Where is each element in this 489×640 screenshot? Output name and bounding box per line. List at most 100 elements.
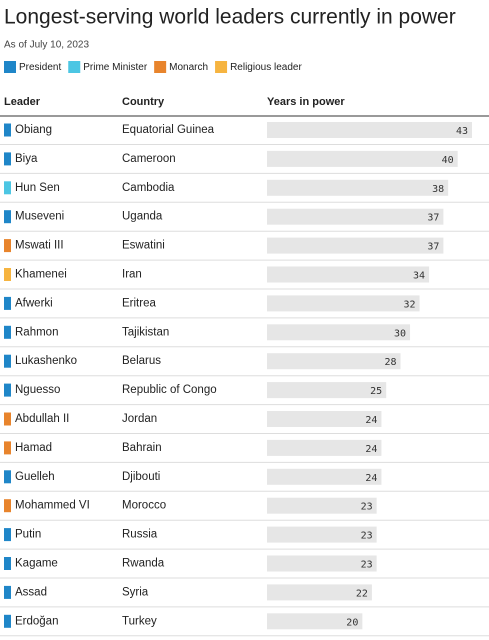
bar: [267, 295, 420, 312]
leader-name: Mohammed VI: [15, 500, 90, 512]
value-label: 24: [365, 473, 377, 484]
bar: [267, 497, 377, 514]
value-label: 20: [346, 617, 358, 628]
legend-swatch: [4, 61, 16, 73]
value-label: 23: [361, 560, 373, 571]
country-name: Belarus: [122, 355, 161, 367]
legend-label: Prime Minister: [83, 62, 148, 73]
role-marker: [4, 181, 11, 195]
leader-name: Nguesso: [15, 384, 60, 396]
leader-name: Afwerki: [15, 297, 53, 309]
bar: [267, 266, 430, 283]
role-marker: [4, 152, 11, 166]
chart-subtitle: As of July 10, 2023: [4, 40, 89, 51]
country-name: Turkey: [122, 615, 157, 627]
country-name: Jordan: [122, 413, 157, 425]
country-name: Equatorial Guinea: [122, 124, 215, 136]
value-label: 30: [394, 328, 406, 339]
role-marker: [4, 268, 11, 281]
value-label: 23: [361, 502, 373, 513]
bar: [267, 468, 382, 485]
value-label: 25: [370, 386, 382, 397]
country-name: Iran: [122, 269, 142, 281]
role-marker: [4, 412, 11, 426]
bar: [267, 122, 472, 138]
leader-name: Abdullah II: [15, 413, 69, 425]
bar: [267, 411, 382, 427]
leader-name: Putin: [15, 529, 41, 541]
bar: [267, 353, 401, 370]
country-name: Republic of Congo: [122, 384, 217, 396]
country-name: Russia: [122, 529, 158, 541]
leader-name: Khamenei: [15, 269, 67, 281]
country-name: Morocco: [122, 500, 166, 512]
value-label: 28: [384, 357, 396, 368]
column-header: Years in power: [267, 96, 345, 108]
leader-name: Assad: [15, 586, 47, 598]
chart-title: Longest-serving world leaders currently …: [4, 6, 456, 29]
role-marker: [4, 210, 11, 224]
leader-name: Hamad: [15, 442, 52, 454]
bar: [267, 613, 363, 630]
legend-swatch: [215, 61, 228, 73]
value-label: 32: [404, 299, 416, 310]
bar: [267, 150, 458, 167]
legend-swatch: [68, 61, 81, 73]
role-marker: [4, 470, 11, 484]
country-name: Djibouti: [122, 471, 160, 483]
role-marker: [4, 441, 11, 455]
leader-name: Mswati III: [15, 240, 64, 252]
legend-label: Religious leader: [230, 62, 302, 73]
value-label: 38: [432, 184, 444, 195]
country-name: Eritrea: [122, 297, 156, 309]
role-marker: [4, 528, 11, 542]
legend-label: President: [19, 62, 61, 73]
country-name: Rwanda: [122, 558, 165, 570]
leader-name: Guelleh: [15, 471, 55, 483]
bar: [267, 324, 411, 341]
role-marker: [4, 296, 11, 310]
leader-name: Lukashenko: [15, 355, 77, 367]
column-header: Leader: [4, 96, 41, 108]
leader-name: Biya: [15, 153, 38, 165]
role-marker: [4, 123, 11, 137]
role-marker: [4, 325, 11, 339]
value-label: 24: [365, 444, 377, 455]
role-marker: [4, 354, 11, 368]
bar: [267, 179, 449, 196]
role-marker: [4, 557, 11, 570]
role-marker: [4, 383, 11, 397]
leader-name: Obiang: [15, 124, 52, 136]
value-label: 23: [361, 531, 373, 542]
bar: [267, 584, 372, 601]
country-name: Uganda: [122, 211, 163, 223]
value-label: 37: [427, 213, 439, 224]
leader-name: Erdoğan: [15, 615, 58, 627]
bar: [267, 382, 387, 399]
leader-name: Rahmon: [15, 326, 58, 338]
bar: [267, 237, 444, 254]
bar: [267, 555, 377, 572]
column-header: Country: [122, 96, 165, 108]
value-label: 24: [365, 415, 377, 426]
country-name: Bahrain: [122, 442, 162, 454]
role-marker: [4, 239, 11, 253]
bar: [267, 208, 444, 225]
leader-name: Kagame: [15, 558, 58, 570]
bar: [267, 439, 382, 456]
leader-name: Museveni: [15, 211, 64, 223]
role-marker: [4, 614, 11, 628]
role-marker: [4, 499, 11, 513]
value-label: 22: [356, 588, 368, 599]
role-marker: [4, 585, 11, 599]
country-name: Eswatini: [122, 240, 165, 252]
bar: [267, 526, 377, 543]
leader-name: Hun Sen: [15, 182, 60, 194]
value-label: 37: [427, 242, 439, 253]
country-name: Cambodia: [122, 182, 175, 194]
value-label: 34: [413, 271, 425, 282]
value-label: 43: [456, 126, 468, 137]
country-name: Syria: [122, 586, 149, 598]
value-label: 40: [442, 155, 454, 166]
